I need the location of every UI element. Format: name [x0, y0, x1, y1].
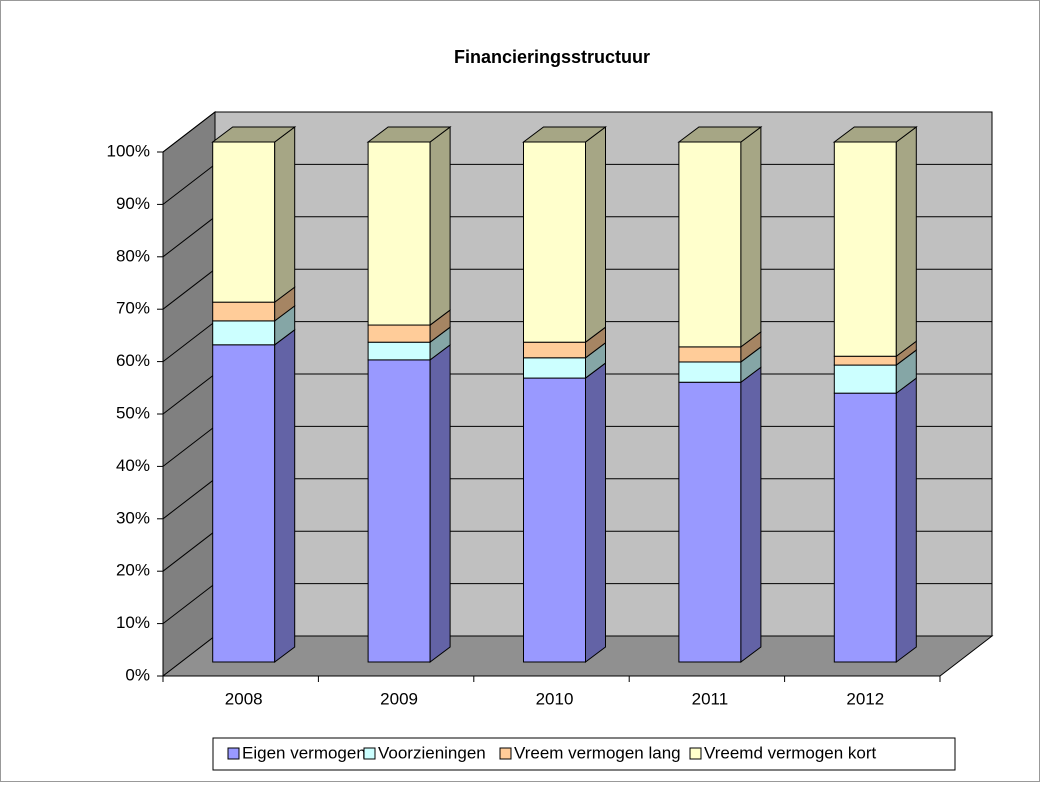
- bar: [523, 357, 586, 379]
- legend-label: Voorzieningen: [378, 743, 486, 762]
- y-tick-label: 70%: [116, 299, 150, 318]
- x-tick-label: 2009: [380, 689, 418, 708]
- grid-line: [162, 583, 216, 624]
- grid-line: [162, 268, 216, 310]
- bar-side: [740, 366, 762, 663]
- bar: [367, 141, 431, 326]
- legend-box: [212, 737, 956, 771]
- x-tick-label: 2010: [536, 689, 574, 708]
- bar: [212, 320, 276, 346]
- y-tick-label: 0%: [125, 665, 150, 684]
- bar-side: [585, 126, 606, 344]
- bar: [367, 359, 431, 663]
- bar: [212, 301, 276, 322]
- x-tick-label: 2011: [692, 689, 729, 708]
- bar-top: [522, 126, 607, 143]
- grid-line: [162, 164, 216, 205]
- bar: [833, 141, 897, 357]
- bar: [833, 355, 897, 366]
- bar: [212, 141, 276, 303]
- bar: [678, 361, 742, 383]
- bar-side: [274, 126, 296, 304]
- y-tick-label: 40%: [116, 456, 150, 475]
- grid-line: [162, 478, 216, 520]
- legend-swatch: [689, 747, 702, 760]
- bar-side: [895, 126, 917, 358]
- y-tick-label: 100%: [107, 141, 150, 160]
- legend-label: Vreemd vermogen kort: [704, 743, 877, 762]
- bar-top: [211, 126, 297, 143]
- bar-side: [585, 362, 606, 663]
- bar-top: [832, 126, 918, 143]
- bar: [678, 141, 742, 348]
- grid-line: [162, 111, 216, 153]
- grid-line: [162, 373, 216, 415]
- bar: [367, 341, 431, 361]
- grid-line: [162, 321, 216, 362]
- grid-line: [162, 530, 216, 572]
- y-tick-label: 90%: [116, 194, 150, 213]
- y-tick-label: 20%: [116, 561, 150, 580]
- legend-swatch: [499, 747, 512, 760]
- grid-line: [162, 216, 216, 258]
- bar-side: [274, 328, 296, 663]
- chart-title: Financieringsstructuur: [454, 47, 650, 67]
- bar-side: [895, 377, 917, 663]
- y-tick-label: 60%: [116, 351, 150, 370]
- x-tick-label: 2012: [846, 689, 884, 708]
- y-tick-label: 30%: [116, 508, 150, 527]
- grid-line: [162, 426, 216, 467]
- bar: [523, 141, 586, 343]
- bar: [367, 324, 431, 343]
- bar: [523, 377, 586, 663]
- y-tick-label: 10%: [116, 613, 150, 632]
- bar: [833, 392, 897, 663]
- y-tick-label: 50%: [116, 403, 150, 422]
- bar: [678, 346, 742, 363]
- bar-side: [429, 126, 451, 327]
- bar-side: [740, 126, 762, 348]
- legend-swatch: [227, 747, 240, 760]
- bar-side: [429, 343, 451, 663]
- bar: [212, 344, 276, 663]
- legend-swatch: [363, 747, 376, 760]
- y-tick-label: 80%: [116, 246, 150, 265]
- bar: [833, 364, 897, 394]
- legend-label: Eigen vermogen: [242, 743, 366, 762]
- x-tick-label: 2008: [225, 689, 263, 708]
- bar: [523, 341, 586, 359]
- bar: [678, 381, 742, 663]
- bar-top: [366, 126, 452, 143]
- bar-top: [677, 126, 763, 143]
- legend-label: Vreem vermogen lang: [514, 743, 681, 762]
